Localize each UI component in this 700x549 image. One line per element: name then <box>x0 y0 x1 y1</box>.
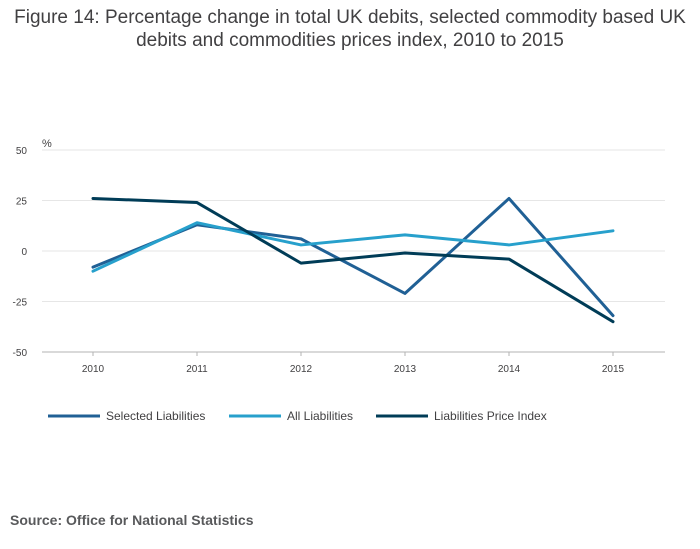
series-line-all-liabilities <box>91 221 615 273</box>
legend-label[interactable]: Liabilities Price Index <box>434 409 547 423</box>
legend-label[interactable]: All Liabilities <box>287 409 353 423</box>
y-tick-label: -50 <box>13 348 28 359</box>
source-note: Source: Office for National Statistics <box>10 512 254 528</box>
legend: Selected Liabilities All Liabilities Liabi… <box>48 409 547 423</box>
y-tick-label: 25 <box>16 197 28 208</box>
chart-title: Figure 14: Percentage change in total UK… <box>14 7 686 51</box>
x-tick-label: 2011 <box>186 364 208 375</box>
y-tick-label: -25 <box>13 298 28 309</box>
y-tick-label: 50 <box>16 146 28 157</box>
x-axis-ticks: 2010 2011 2012 2013 2014 2015 <box>82 352 625 375</box>
x-tick-label: 2012 <box>290 364 313 375</box>
series-line-liabilities-price-index <box>91 196 615 324</box>
series-lines <box>91 196 615 324</box>
x-tick-label: 2010 <box>82 364 105 375</box>
legend-label[interactable]: Selected Liabilities <box>106 409 205 423</box>
x-tick-label: 2014 <box>498 364 521 375</box>
y-tick-label: 0 <box>21 247 27 258</box>
gridlines <box>42 149 665 302</box>
x-tick-label: 2015 <box>602 364 625 375</box>
y-axis-label: % <box>42 138 52 150</box>
y-axis-ticks: 50 25 0 -25 -50 <box>13 146 28 359</box>
x-tick-label: 2013 <box>394 364 417 375</box>
